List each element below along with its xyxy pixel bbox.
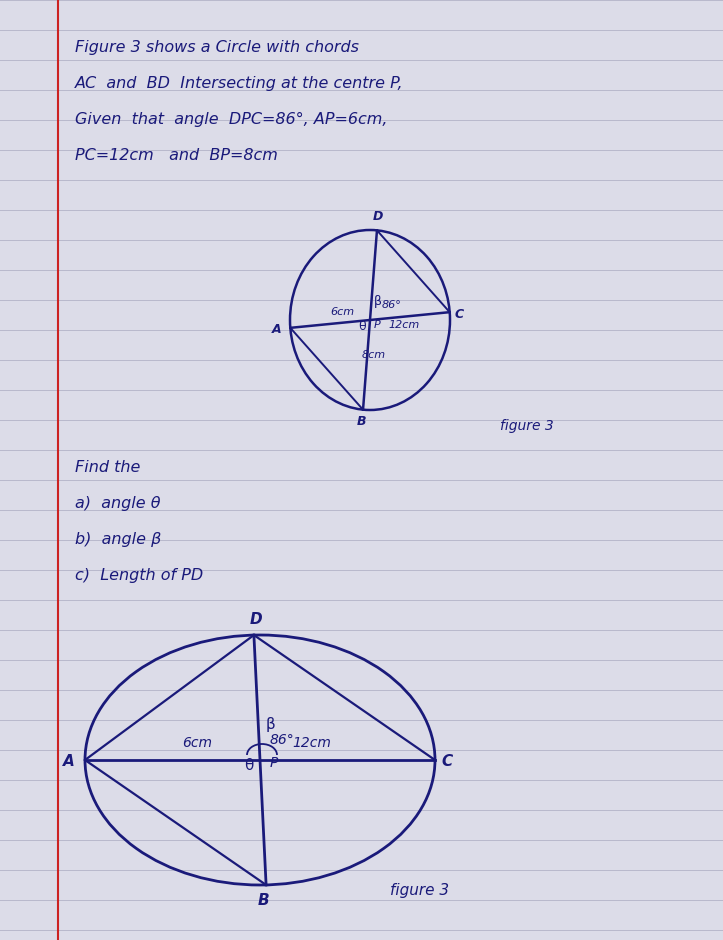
Text: A: A bbox=[273, 323, 282, 337]
Text: θ: θ bbox=[244, 758, 253, 773]
Text: P: P bbox=[374, 320, 381, 330]
Text: PC=12cm   and  BP=8cm: PC=12cm and BP=8cm bbox=[75, 148, 278, 163]
Text: c)  Length of PD: c) Length of PD bbox=[75, 568, 203, 583]
Text: 8cm: 8cm bbox=[362, 350, 386, 360]
Text: 86°: 86° bbox=[382, 300, 402, 310]
Text: 86°: 86° bbox=[270, 733, 295, 747]
Text: 12cm: 12cm bbox=[292, 736, 331, 750]
Text: D: D bbox=[373, 210, 383, 223]
Text: b)  angle β: b) angle β bbox=[75, 532, 161, 547]
Text: 6cm: 6cm bbox=[330, 307, 354, 317]
Text: Given  that  angle  DPC=86°, AP=6cm,: Given that angle DPC=86°, AP=6cm, bbox=[75, 112, 388, 127]
Text: θ: θ bbox=[358, 320, 366, 333]
Text: β: β bbox=[266, 717, 275, 732]
Text: figure 3: figure 3 bbox=[500, 419, 554, 433]
Text: A: A bbox=[63, 755, 74, 770]
Text: AC  and  BD  Intersecting at the centre P,: AC and BD Intersecting at the centre P, bbox=[75, 76, 403, 91]
Text: figure 3: figure 3 bbox=[390, 883, 449, 898]
Text: β: β bbox=[374, 295, 382, 308]
Text: C: C bbox=[441, 755, 453, 770]
Text: 6cm: 6cm bbox=[182, 736, 212, 750]
Text: 12cm: 12cm bbox=[388, 320, 419, 330]
Text: B: B bbox=[258, 893, 270, 908]
Text: D: D bbox=[250, 612, 262, 627]
Text: P: P bbox=[270, 756, 278, 770]
Text: Find the: Find the bbox=[75, 460, 140, 475]
Text: a)  angle θ: a) angle θ bbox=[75, 496, 161, 511]
Text: B: B bbox=[357, 415, 367, 428]
Text: C: C bbox=[455, 307, 464, 321]
Text: Figure 3 shows a Circle with chords: Figure 3 shows a Circle with chords bbox=[75, 40, 359, 55]
